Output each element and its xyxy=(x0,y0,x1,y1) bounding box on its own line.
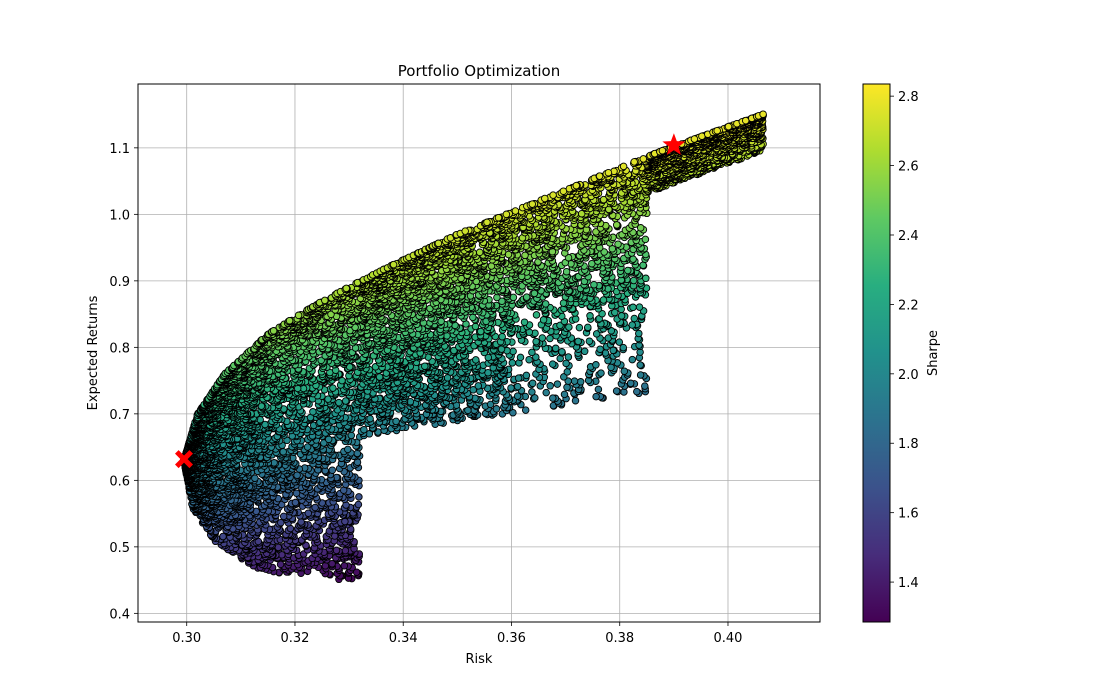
portfolio-point xyxy=(328,466,337,474)
portfolio-point xyxy=(636,361,644,369)
portfolio-point xyxy=(332,546,341,555)
portfolio-point xyxy=(341,546,350,555)
portfolio-point xyxy=(464,406,472,415)
portfolio-point xyxy=(630,314,639,323)
portfolio-point xyxy=(635,303,644,311)
portfolio-point xyxy=(508,359,517,367)
portfolio-point xyxy=(563,368,572,376)
portfolio-point xyxy=(546,382,554,390)
portfolio-point xyxy=(514,374,523,382)
portfolio-point xyxy=(525,355,533,364)
portfolio-point xyxy=(509,347,517,356)
portfolio-point xyxy=(560,390,569,399)
portfolio-point xyxy=(575,323,584,332)
portfolio-point xyxy=(513,382,522,391)
portfolio-point xyxy=(592,361,600,369)
portfolio-point xyxy=(321,562,330,570)
portfolio-point xyxy=(507,384,515,392)
portfolio-point xyxy=(584,323,592,332)
portfolio-point xyxy=(311,503,319,512)
scatter-points xyxy=(180,110,767,584)
portfolio-point xyxy=(528,379,537,388)
portfolio-point xyxy=(538,334,547,342)
portfolio-point xyxy=(344,445,352,454)
portfolio-point xyxy=(633,387,641,396)
portfolio-point xyxy=(340,562,349,570)
portfolio-point xyxy=(571,396,580,405)
portfolio-point xyxy=(628,355,637,364)
portfolio-point xyxy=(335,398,343,407)
portfolio-point xyxy=(329,384,337,392)
portfolio-point xyxy=(347,431,356,440)
portfolio-point xyxy=(476,327,485,336)
portfolio-point xyxy=(516,353,525,362)
portfolio-point xyxy=(549,394,557,402)
portfolio-point xyxy=(615,338,624,346)
portfolio-point xyxy=(324,435,333,444)
portfolio-point xyxy=(309,408,317,416)
portfolio-point xyxy=(528,348,536,357)
portfolio-point xyxy=(553,380,562,388)
portfolio-point xyxy=(564,353,573,361)
portfolio-point xyxy=(521,406,530,414)
portfolio-point xyxy=(563,383,571,392)
portfolio-point xyxy=(551,344,560,353)
portfolio-point xyxy=(492,405,501,413)
portfolio-point xyxy=(360,425,368,434)
portfolio-point xyxy=(532,311,541,319)
portfolio-point xyxy=(597,369,605,377)
portfolio-point xyxy=(532,337,540,346)
portfolio-point xyxy=(607,363,615,372)
portfolio-point xyxy=(276,560,285,569)
portfolio-point xyxy=(558,348,566,356)
portfolio-point xyxy=(375,373,384,381)
portfolio-point xyxy=(548,360,557,368)
portfolio-point xyxy=(279,512,288,521)
portfolio-point xyxy=(565,323,573,331)
portfolio-point xyxy=(498,332,506,341)
portfolio-point xyxy=(474,382,483,390)
portfolio-point xyxy=(617,312,626,320)
portfolio-point xyxy=(612,387,621,395)
portfolio-point xyxy=(599,296,608,304)
portfolio-point xyxy=(596,345,604,353)
portfolio-point xyxy=(571,315,580,323)
portfolio-point xyxy=(586,312,594,320)
portfolio-point xyxy=(522,371,531,380)
portfolio-point xyxy=(341,517,349,526)
portfolio-point xyxy=(292,489,301,497)
portfolio-point xyxy=(546,334,554,343)
portfolio-point xyxy=(354,500,363,509)
portfolio-point xyxy=(576,378,585,386)
portfolio-point xyxy=(328,559,336,568)
portfolio-point xyxy=(277,518,285,527)
portfolio-point xyxy=(574,337,582,346)
portfolio-point xyxy=(641,382,649,390)
portfolio-point xyxy=(421,362,429,370)
portfolio-point xyxy=(620,367,629,375)
portfolio-point xyxy=(291,498,300,507)
portfolio-point xyxy=(570,377,579,385)
portfolio-point xyxy=(355,493,363,501)
portfolio-point xyxy=(626,379,635,388)
portfolio-point xyxy=(594,385,603,394)
portfolio-point xyxy=(392,417,400,426)
portfolio-point xyxy=(562,359,570,368)
portfolio-point xyxy=(542,388,550,397)
portfolio-point xyxy=(611,308,619,317)
portfolio-point xyxy=(366,414,374,423)
portfolio-point xyxy=(520,318,529,326)
portfolio-point xyxy=(304,509,313,517)
portfolio-point xyxy=(219,532,227,541)
portfolio-point xyxy=(629,303,637,312)
portfolio-point xyxy=(636,371,645,379)
portfolio-point xyxy=(585,337,594,345)
portfolio-point xyxy=(592,392,600,401)
portfolio-point xyxy=(472,356,480,364)
portfolio-point xyxy=(580,347,589,356)
portfolio-point xyxy=(528,388,536,396)
chart-title: Portfolio Optimization xyxy=(398,62,560,80)
portfolio-point xyxy=(628,321,636,329)
